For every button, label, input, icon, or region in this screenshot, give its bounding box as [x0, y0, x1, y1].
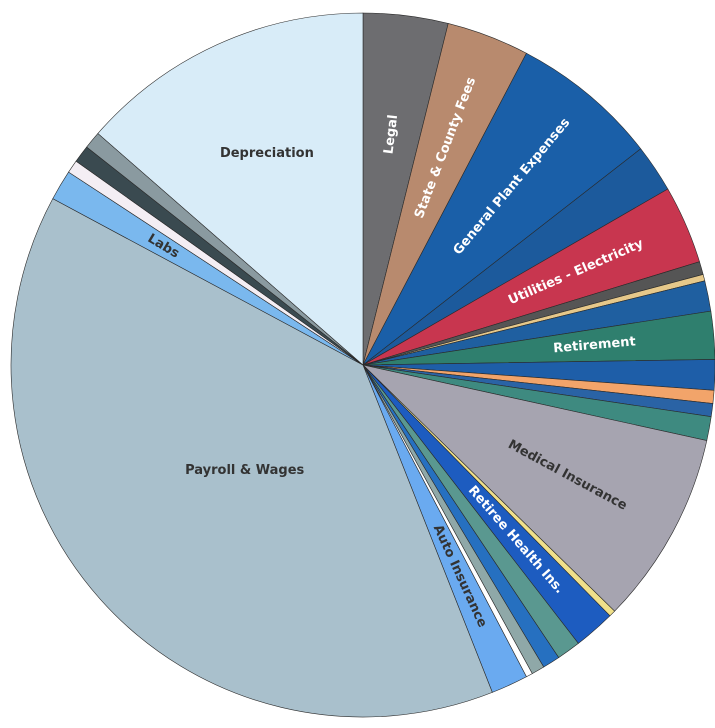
slice-label: Legal: [381, 114, 401, 155]
pie-slice: [362, 364, 708, 612]
pie-slice: [97, 12, 364, 366]
slice-label: Depreciation: [220, 146, 314, 161]
pie-slice: [10, 198, 493, 718]
pie-slice: [362, 52, 642, 366]
slice-label: Retirement: [553, 334, 637, 356]
slice-label: Payroll & Wages: [185, 463, 304, 478]
